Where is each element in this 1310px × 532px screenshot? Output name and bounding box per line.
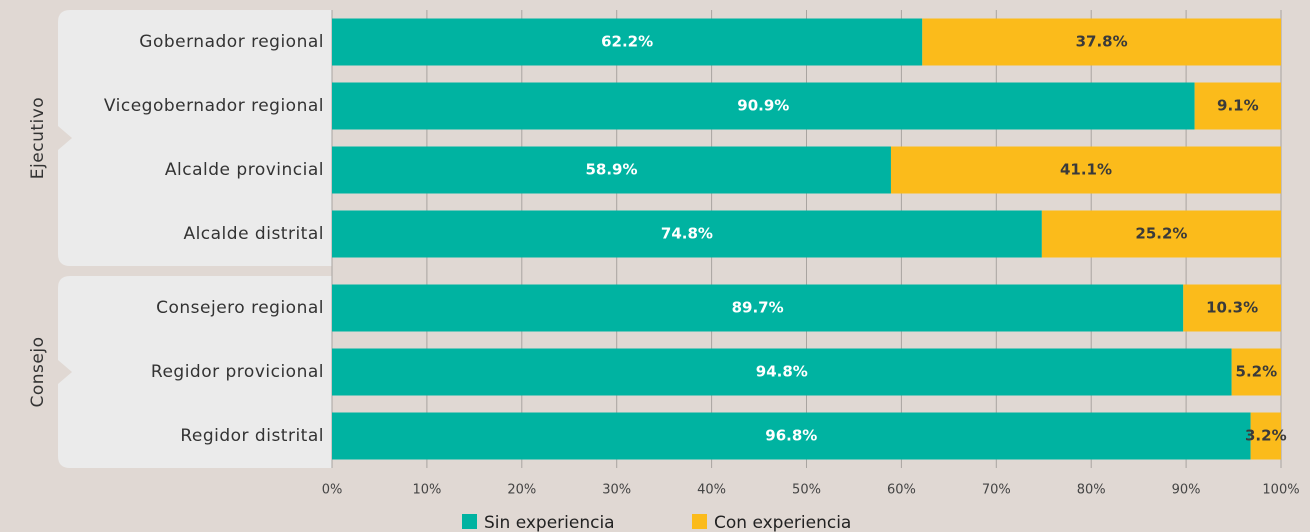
legend-label: Con experiencia	[714, 513, 851, 532]
legend-label: Sin experiencia	[484, 513, 615, 532]
x-tick-label: 0%	[322, 483, 343, 498]
group-panel	[58, 276, 332, 468]
legend-swatch	[462, 514, 477, 529]
bar-segment	[332, 412, 1251, 460]
data-label: 5.2%	[1236, 363, 1278, 381]
category-label: Alcalde provincial	[165, 160, 324, 180]
bar-segment	[1183, 284, 1281, 332]
data-label: 58.9%	[585, 161, 637, 179]
bar-segment	[1041, 210, 1281, 258]
group-label: Ejecutivo	[28, 97, 48, 179]
bar-segment	[332, 82, 1195, 130]
x-tick-label: 40%	[697, 483, 726, 498]
data-label: 94.8%	[756, 363, 808, 381]
bar-segment	[1194, 82, 1281, 130]
bar-segment	[332, 348, 1232, 396]
category-label: Consejero regional	[156, 298, 324, 318]
bar-segment	[332, 284, 1184, 332]
category-label: Regidor distrital	[180, 426, 324, 446]
bar-segment	[922, 18, 1281, 66]
bar-segment	[890, 146, 1281, 194]
x-tick-label: 100%	[1262, 483, 1299, 498]
bar-segment	[1231, 348, 1281, 396]
category-label: Regidor provicional	[151, 362, 324, 382]
data-label: 25.2%	[1135, 225, 1187, 243]
data-label: 74.8%	[661, 225, 713, 243]
bar-segment	[332, 18, 923, 66]
legend-swatch	[692, 514, 707, 529]
x-tick-label: 30%	[602, 483, 631, 498]
data-label: 96.8%	[765, 427, 817, 445]
data-label: 90.9%	[737, 97, 789, 115]
data-label: 10.3%	[1206, 299, 1258, 317]
bar-segment	[332, 146, 891, 194]
data-label: 62.2%	[601, 33, 653, 51]
bar-segment	[1250, 412, 1281, 460]
group-label: Consejo	[28, 337, 48, 408]
data-label: 41.1%	[1060, 161, 1112, 179]
category-label: Vicegobernador regional	[104, 96, 324, 116]
data-label: 9.1%	[1217, 97, 1259, 115]
category-label: Gobernador regional	[139, 32, 324, 52]
data-label: 37.8%	[1076, 33, 1128, 51]
group-panel	[58, 10, 332, 266]
x-tick-label: 60%	[887, 483, 916, 498]
bar-segment	[332, 210, 1042, 258]
x-tick-label: 10%	[412, 483, 441, 498]
x-tick-label: 20%	[507, 483, 536, 498]
x-tick-label: 70%	[982, 483, 1011, 498]
x-tick-label: 50%	[792, 483, 821, 498]
x-tick-label: 90%	[1172, 483, 1201, 498]
category-label: Alcalde distrital	[183, 224, 324, 244]
data-label: 89.7%	[732, 299, 784, 317]
x-tick-label: 80%	[1077, 483, 1106, 498]
data-label: 3.2%	[1245, 427, 1287, 445]
